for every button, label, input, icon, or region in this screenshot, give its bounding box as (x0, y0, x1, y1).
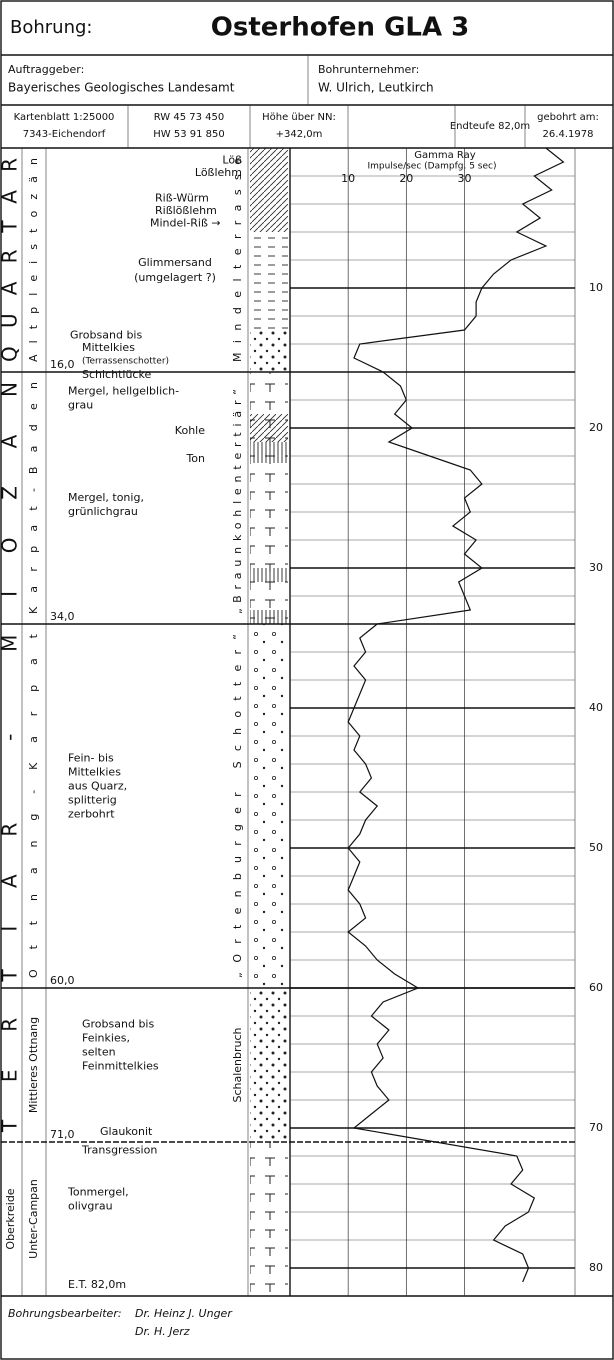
gamma-title: Gamma Ray (414, 150, 476, 161)
description: Feinkies, (82, 1031, 130, 1044)
description: Fein- bis (68, 751, 114, 764)
y-tick-label: 20 (589, 421, 603, 434)
description: Riß-Würm (155, 191, 209, 204)
y-tick-label: 70 (589, 1121, 603, 1134)
y-tick-label: 50 (589, 841, 603, 854)
final-depth: Endteufe 82,0m (450, 121, 530, 132)
lithology (250, 610, 288, 624)
description: Mittelkies (82, 341, 135, 354)
lithology (250, 988, 288, 1142)
description: Mergel, tonig, (68, 491, 144, 504)
description: Schichtlücke (82, 368, 151, 381)
description: Kohle (175, 424, 205, 437)
description: Glaukonit (100, 1125, 153, 1138)
description: Ton (185, 452, 205, 465)
description: Grobsand bis (70, 329, 142, 342)
lithology (250, 1142, 288, 1296)
lithology (250, 232, 288, 330)
boundary-label: 60,0 (50, 974, 75, 987)
description: Feinmittelkies (82, 1059, 159, 1072)
boundary-label: 16,0 (50, 358, 75, 371)
lithology (250, 414, 288, 442)
elevation-label: Höhe über NN: (262, 112, 336, 123)
map-sheet: 7343-Eichendorf (23, 129, 106, 140)
hw: HW 53 91 850 (153, 129, 224, 140)
header-title: Osterhofen GLA 3 (211, 13, 470, 43)
y-tick-label: 80 (589, 1261, 603, 1274)
contractor-label: Bohrunternehmer: (318, 63, 419, 76)
y-tick-label: 60 (589, 981, 603, 994)
header-label: Bohrung: (10, 17, 92, 38)
description: Grobsand bis (82, 1017, 154, 1030)
footer-label: Bohrungsbearbeiter: (8, 1307, 122, 1320)
description: zerbohrt (68, 807, 115, 820)
description: selten (82, 1045, 116, 1058)
client-label: Auftraggeber: (8, 63, 84, 76)
formation: „Ortenburger Schotter“ (231, 634, 244, 978)
stage: Unter-Campan (27, 1179, 40, 1259)
client: Bayerisches Geologisches Landesamt (8, 81, 235, 95)
stage: Altpleistozän (27, 158, 40, 362)
lithology (250, 624, 288, 988)
description: Mindel-Riß → (150, 217, 221, 230)
description: splitterig (68, 793, 117, 806)
stage: Mittleres Ottnang (27, 1017, 40, 1113)
gamma-curve (347, 147, 565, 1283)
formation: Mindelterrasse (231, 158, 244, 362)
y-tick-label: 10 (589, 281, 603, 294)
lithology (250, 568, 288, 582)
description: Löß (222, 154, 242, 167)
x-tick-label: 20 (399, 172, 413, 185)
system: Oberkreide (4, 1188, 17, 1249)
footer-name: Dr. Heinz J. Unger (135, 1307, 233, 1320)
boundary-label: 71,0 (50, 1128, 75, 1141)
lithology (250, 148, 288, 232)
rw: RW 45 73 450 (154, 112, 225, 123)
date: 26.4.1978 (543, 129, 594, 140)
date-label: gebohrt am: (537, 112, 599, 123)
description: Rißlößlehm (155, 204, 217, 217)
lithology (250, 372, 288, 624)
lithology (250, 442, 288, 463)
map-label: Kartenblatt 1:25000 (14, 112, 115, 123)
footer-name: Dr. H. Jerz (135, 1325, 190, 1338)
description: Mergel, hellgelblich- (68, 385, 179, 398)
contractor: W. Ulrich, Leutkirch (318, 81, 434, 95)
x-tick-label: 30 (457, 172, 471, 185)
lithology (250, 330, 288, 372)
description: Mittelkies (68, 765, 121, 778)
formation: „Braunkohlentertiär“ (231, 389, 244, 614)
system: QUARTÄR (0, 158, 22, 362)
description: (umgelagert ?) (134, 271, 216, 284)
description: E.T. 82,0m (68, 1278, 126, 1291)
description: (Terrassenschotter) (82, 356, 169, 366)
stage: Ottnang-Karpat (27, 633, 40, 978)
description: grau (68, 399, 93, 412)
system: TERTIÄR - MIOZÄN (0, 382, 22, 1133)
y-tick-label: 30 (589, 561, 603, 574)
boundary-label: 34,0 (50, 610, 75, 623)
description: grünlichgrau (68, 505, 138, 518)
description: Lößlehm (195, 166, 242, 179)
formation: Schalenbruch (231, 1027, 244, 1102)
description: Tonmergel, (67, 1185, 129, 1198)
description: aus Quarz, (68, 779, 127, 792)
y-tick-label: 40 (589, 701, 603, 714)
description: Glimmersand (138, 256, 212, 269)
x-tick-label: 10 (341, 172, 355, 185)
elevation: +342,0m (276, 129, 323, 140)
stage: Karpat-Baden (27, 382, 40, 614)
gamma-unit: Impulse/sec (Dampfg. 5 sec) (368, 162, 497, 172)
description: olivgrau (68, 1199, 113, 1212)
description: Transgression (81, 1143, 157, 1156)
